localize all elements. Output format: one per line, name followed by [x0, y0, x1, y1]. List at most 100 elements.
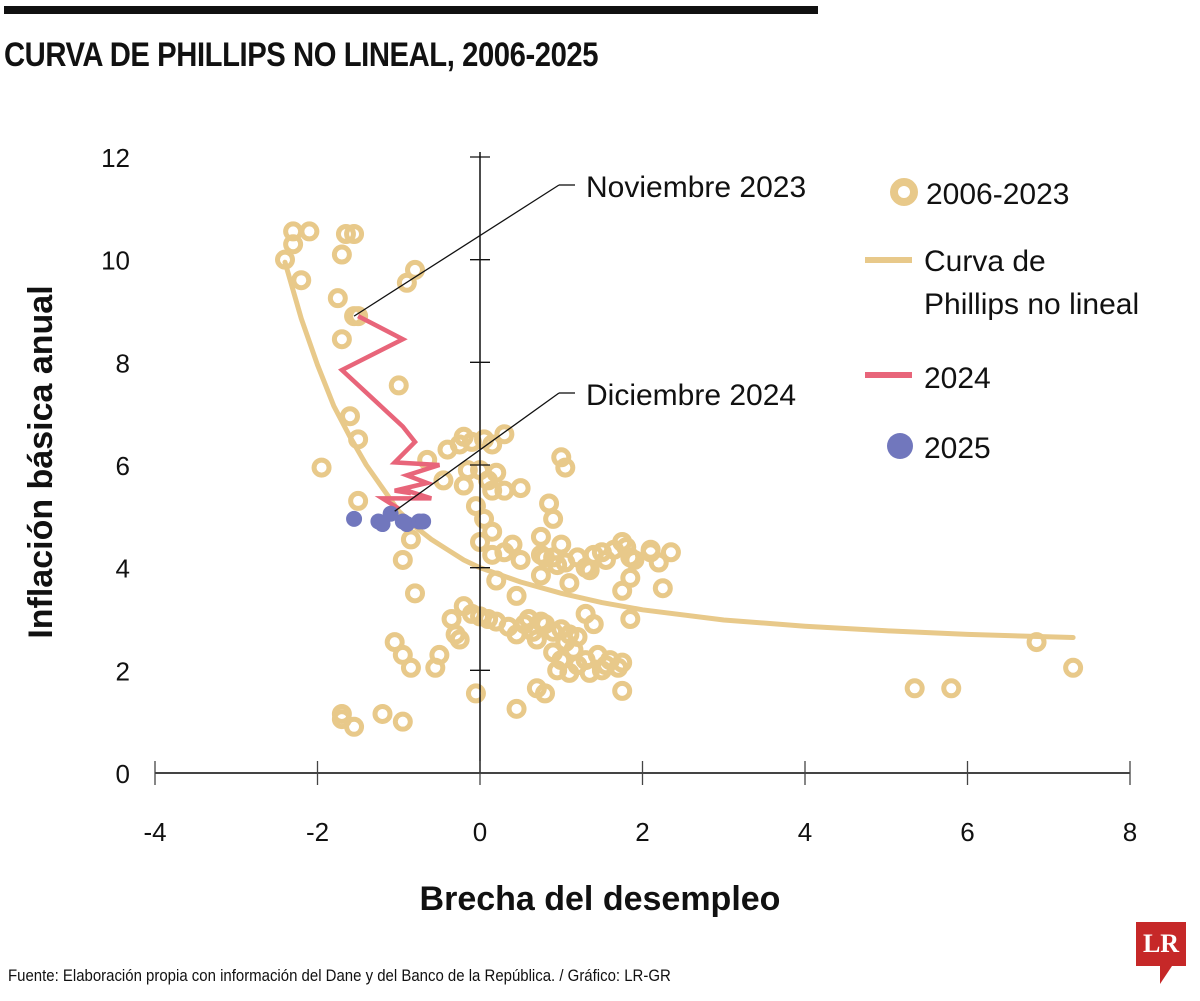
x-tick-label: 4 — [798, 817, 812, 847]
ticks-layer: -4 -2 0 2 4 6 8 0 2 4 6 8 10 12 — [101, 143, 1137, 847]
x-tick-label: -4 — [143, 817, 166, 847]
lr-logo-tail — [1160, 966, 1172, 984]
point-2006-2023 — [344, 716, 365, 737]
x-axis-title: Brecha del desempleo — [420, 880, 781, 918]
point-2025 — [415, 513, 432, 530]
annotation-leader-line — [353, 184, 560, 317]
point-2006-2023 — [453, 475, 474, 496]
x-tick-label: -2 — [306, 817, 329, 847]
point-2006-2023 — [433, 470, 454, 491]
point-2006-2023 — [551, 447, 572, 468]
point-2006-2023 — [327, 288, 348, 309]
point-2006-2023 — [555, 457, 576, 478]
annotation-leader-line — [394, 392, 560, 512]
point-2006-2023 — [559, 573, 580, 594]
point-2006-2023 — [482, 434, 503, 455]
point-2006-2023 — [941, 678, 962, 699]
point-2006-2023 — [283, 221, 304, 242]
point-2006-2023 — [388, 375, 409, 396]
point-2006-2023 — [510, 549, 531, 570]
y-tick-label: 8 — [116, 348, 130, 378]
point-2006-2023 — [1026, 632, 1047, 653]
y-tick-label: 12 — [101, 143, 130, 173]
point-2006-2023 — [482, 521, 503, 542]
point-2006-2023 — [457, 460, 478, 481]
point-2025 — [346, 510, 363, 527]
point-2006-2023 — [348, 429, 369, 450]
point-2006-2023 — [449, 629, 470, 650]
point-2006-2023 — [331, 244, 352, 265]
point-2006-2023 — [551, 534, 572, 555]
point-2006-2023 — [620, 567, 641, 588]
legend-ring-icon — [890, 178, 918, 206]
point-2006-2023 — [583, 614, 604, 635]
point-2006-2023 — [299, 221, 320, 242]
point-2006-2023 — [1063, 657, 1084, 678]
point-2006-2023 — [624, 549, 645, 570]
point-2006-2023 — [335, 224, 356, 244]
point-2006-2023 — [348, 306, 369, 327]
point-2006-2023 — [392, 711, 413, 732]
point-2006-2023 — [486, 570, 507, 591]
y-tick-label: 6 — [116, 451, 130, 481]
point-2006-2023 — [530, 526, 551, 547]
point-2006-2023 — [612, 680, 633, 701]
point-2006-2023 — [543, 508, 564, 529]
point-2006-2023 — [291, 270, 312, 291]
legend: 2006-2023 Curva de Phillips no lineal 20… — [865, 178, 1139, 465]
point-2006-2023 — [340, 406, 360, 427]
point-2006-2023 — [535, 547, 555, 568]
point-2006-2023 — [392, 549, 413, 570]
point-2006-2023 — [506, 585, 527, 606]
point-2006-2023 — [530, 565, 551, 586]
annotation-noviembre-2023: Noviembre 2023 — [586, 171, 806, 204]
point-2006-2023 — [510, 478, 531, 499]
point-2006-2023 — [400, 529, 421, 550]
x-tick-label: 2 — [635, 817, 649, 847]
point-2006-2023 — [652, 578, 673, 599]
top-rule — [4, 6, 818, 14]
point-2006-2023 — [620, 609, 641, 629]
lr-logo: LR — [1136, 922, 1186, 966]
point-2006-2023 — [494, 424, 515, 445]
point-2006-2023 — [502, 534, 523, 555]
legend-label-curve-line2: Phillips no lineal — [924, 288, 1139, 321]
y-tick-label: 2 — [116, 656, 130, 686]
point-2006-2023 — [539, 493, 560, 514]
point-2006-2023 — [344, 224, 365, 244]
x-tick-label: 0 — [473, 817, 487, 847]
point-2006-2023 — [600, 650, 620, 671]
legend-label-2006-2023: 2006-2023 — [926, 178, 1069, 211]
page-title: CURVA DE PHILLIPS NO LINEAL, 2006-2025 — [4, 36, 599, 74]
line-2024 — [338, 314, 441, 511]
point-2006-2023 — [526, 629, 547, 650]
point-2006-2023 — [465, 683, 486, 704]
y-axis-title: Inflación básica anual — [22, 285, 60, 638]
legend-label-2025: 2025 — [924, 432, 991, 465]
point-2025 — [382, 505, 399, 522]
annotations-layer: Noviembre 2023 Diciembre 2024 — [353, 171, 806, 512]
point-2006-2023 — [530, 611, 551, 632]
point-2006-2023 — [535, 683, 555, 704]
annotation-diciembre-2024: Diciembre 2024 — [586, 379, 796, 412]
point-2006-2023 — [311, 457, 332, 478]
y-tick-label: 4 — [116, 554, 130, 584]
point-2006-2023 — [579, 560, 600, 581]
point-2006-2023 — [275, 249, 295, 270]
legend-dot-icon — [887, 433, 913, 459]
y-tick-label: 10 — [101, 246, 130, 276]
point-2006-2023 — [441, 609, 462, 629]
legend-label-curve-line1: Curva de — [924, 245, 1046, 278]
point-2006-2023 — [640, 539, 661, 560]
legend-label-2024: 2024 — [924, 362, 991, 395]
point-2025 — [398, 516, 415, 533]
point-2006-2023 — [405, 259, 425, 280]
point-2006-2023 — [372, 703, 393, 724]
point-2006-2023 — [392, 644, 413, 665]
point-2006-2023 — [486, 462, 507, 483]
x-tick-label: 8 — [1123, 817, 1137, 847]
point-2006-2023 — [425, 657, 446, 678]
source-note: Fuente: Elaboración propia con informaci… — [8, 966, 671, 985]
point-2006-2023 — [482, 480, 503, 501]
point-2006-2023 — [660, 542, 681, 563]
